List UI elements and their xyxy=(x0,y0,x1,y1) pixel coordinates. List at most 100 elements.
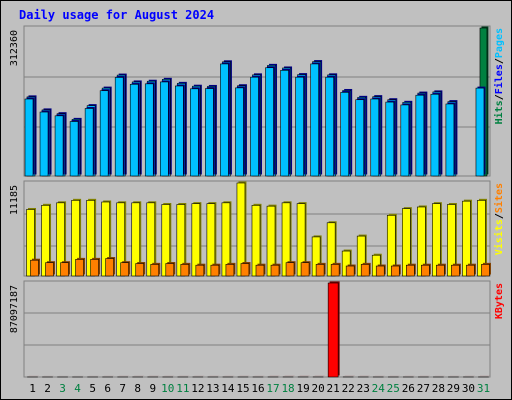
bar-sites-6 xyxy=(105,258,114,277)
bar-pages-11 xyxy=(175,85,184,177)
y-max-label: 11185 xyxy=(9,185,20,215)
bar-pages-27 xyxy=(415,94,425,177)
bar-pages-25 xyxy=(385,101,395,177)
bar-sites-24 xyxy=(375,265,385,277)
bar-sites-31 xyxy=(481,264,490,277)
bar-pages-26 xyxy=(400,104,410,177)
x-tick-label: 23 xyxy=(357,382,370,395)
bar-sites-5 xyxy=(90,259,99,277)
bar-sites-23 xyxy=(360,264,370,277)
x-tick-label: 27 xyxy=(417,382,430,395)
x-tick-label: 5 xyxy=(89,382,96,395)
bar-sites-27 xyxy=(421,264,430,277)
plot-area xyxy=(23,280,491,378)
legend-separator: / xyxy=(494,94,505,100)
bar-pages-2 xyxy=(39,111,49,177)
bar-sites-26 xyxy=(406,264,415,277)
x-tick-label: 29 xyxy=(447,382,460,395)
x-tick-label: 2 xyxy=(44,382,51,395)
legend-files: Files xyxy=(493,64,505,94)
x-tick-label: 19 xyxy=(296,382,309,395)
x-tick-label: 14 xyxy=(221,382,235,395)
bar-pages-31 xyxy=(475,87,485,177)
x-tick-label: 12 xyxy=(191,382,204,395)
bar-pages-19 xyxy=(295,76,304,177)
bar-sites-12 xyxy=(195,264,205,277)
bar-pages-13 xyxy=(205,88,214,177)
legend-separator: / xyxy=(494,213,505,219)
y-max-label: 312360 xyxy=(9,30,20,66)
bar-pages-16 xyxy=(250,76,259,177)
x-tick-label: 3 xyxy=(59,382,66,395)
bar-sites-22 xyxy=(345,265,355,277)
bar-pages-7 xyxy=(114,77,124,177)
x-tick-label: 9 xyxy=(149,382,156,395)
bar-sites-14 xyxy=(225,264,235,277)
bar-sites-2 xyxy=(45,262,54,277)
bar-sites-8 xyxy=(135,263,145,277)
bar-sites-7 xyxy=(120,262,129,277)
legend-separator: / xyxy=(494,58,505,64)
bar-pages-8 xyxy=(129,84,139,177)
x-tick-label: 20 xyxy=(312,382,325,395)
bar-sites-3 xyxy=(60,262,69,277)
bar-pages-20 xyxy=(310,63,319,177)
bar-pages-9 xyxy=(144,83,154,177)
x-tick-label: 28 xyxy=(432,382,445,395)
x-tick-label: 25 xyxy=(387,382,400,395)
bar-sites-11 xyxy=(180,264,190,277)
bar-sites-21 xyxy=(330,264,340,277)
x-tick-label: 16 xyxy=(251,382,264,395)
bar-sites-13 xyxy=(210,264,220,277)
bar-pages-5 xyxy=(84,108,94,177)
bar-sites-4 xyxy=(75,259,84,277)
x-tick-label: 21 xyxy=(327,382,340,395)
legend: Visits/Sites xyxy=(493,183,505,255)
y-max-label: 87097187 xyxy=(9,285,20,333)
x-tick-label: 18 xyxy=(281,382,294,395)
bar-sites-10 xyxy=(165,263,175,277)
chart-panel-visits-sites: 11185 Visits/Sites xyxy=(9,180,505,277)
x-tick-label: 26 xyxy=(402,382,415,395)
x-tick-label: 6 xyxy=(104,382,111,395)
x-tick-label: 4 xyxy=(74,382,81,395)
x-tick-label: 24 xyxy=(372,382,386,395)
bar-pages-6 xyxy=(99,90,109,177)
bar-sites-28 xyxy=(436,264,445,277)
bar-sites-15 xyxy=(240,263,250,277)
bar-pages-3 xyxy=(54,115,64,177)
bar-sites-25 xyxy=(390,265,400,277)
x-tick-label: 8 xyxy=(134,382,141,395)
bar-pages-10 xyxy=(159,81,169,177)
chart-panel-kbytes: 87097187 KBytes xyxy=(9,280,505,378)
x-tick-label: 22 xyxy=(342,382,355,395)
bar-pages-17 xyxy=(265,67,274,177)
x-tick-label: 15 xyxy=(236,382,249,395)
x-tick-label: 13 xyxy=(206,382,219,395)
x-tick-label: 17 xyxy=(266,382,279,395)
bar-pages-4 xyxy=(69,121,79,177)
bar-kbytes-21 xyxy=(327,282,339,378)
bar-sites-18 xyxy=(285,262,295,277)
bar-pages-24 xyxy=(370,98,380,177)
x-tick-label: 31 xyxy=(477,382,490,395)
bar-pages-29 xyxy=(445,103,455,177)
legend-visits: Visits xyxy=(493,219,505,255)
legend: Hits/Files/Pages xyxy=(493,28,505,124)
bar-sites-17 xyxy=(270,264,280,277)
x-tick-label: 11 xyxy=(176,382,189,395)
bar-sites-29 xyxy=(451,264,460,277)
bar-pages-15 xyxy=(235,87,244,177)
bar-sites-19 xyxy=(300,262,310,277)
bar-sites-1 xyxy=(30,259,39,277)
bar-sites-20 xyxy=(315,264,325,277)
legend: KBytes xyxy=(494,283,505,319)
bar-sites-30 xyxy=(466,264,475,277)
bar-sites-9 xyxy=(150,264,160,277)
bar-pages-18 xyxy=(280,70,289,177)
legend-hits: Hits xyxy=(493,100,505,124)
legend-pages: Pages xyxy=(494,28,505,58)
legend-kbytes: KBytes xyxy=(494,283,505,319)
